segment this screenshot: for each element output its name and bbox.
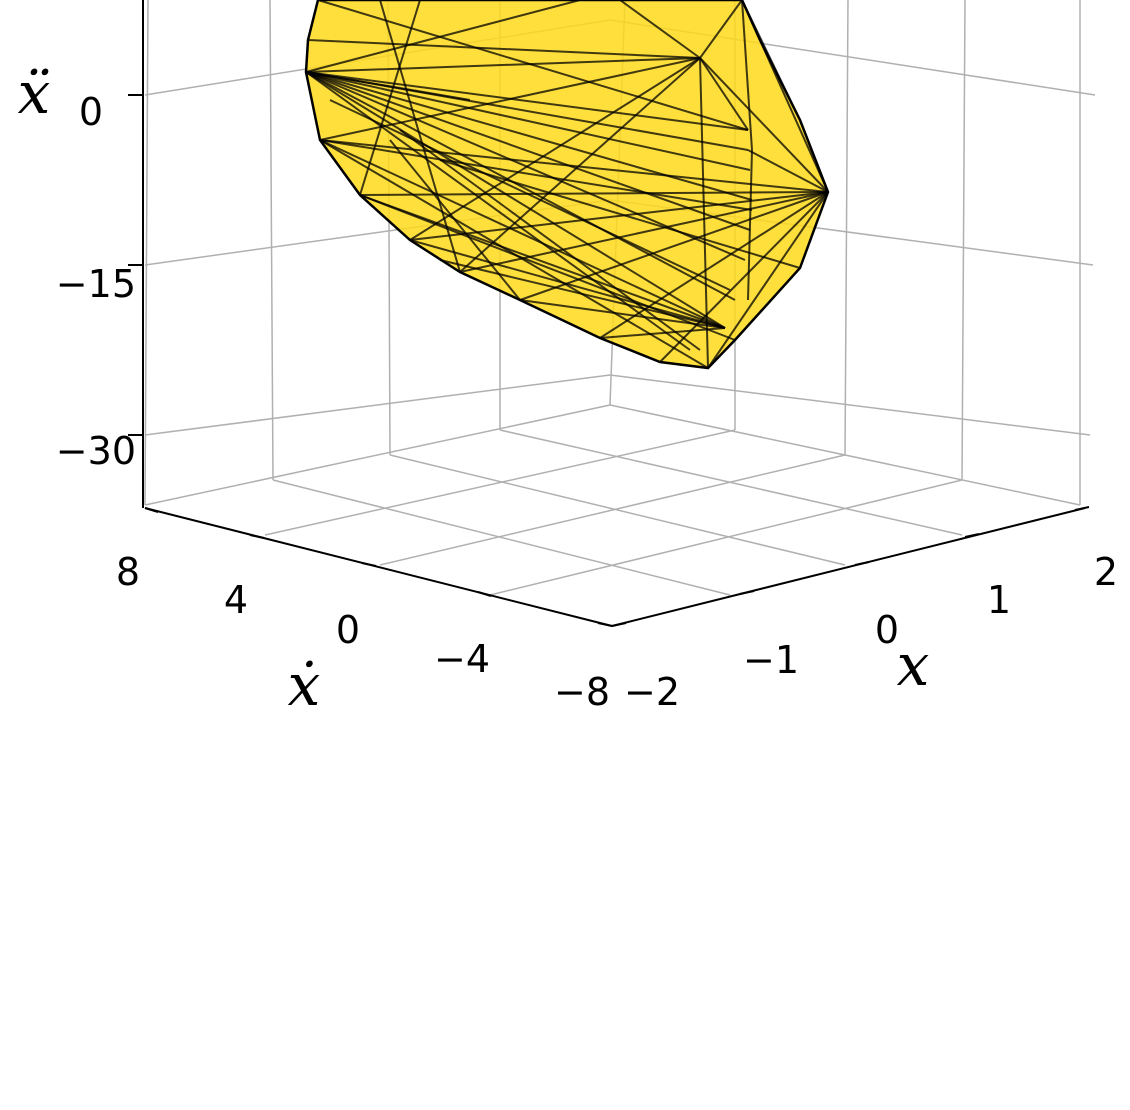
tick — [854, 561, 870, 566]
polyhedron-edge — [741, 0, 801, 121]
z-tick-label: −30 — [56, 429, 136, 473]
x-tick-label: 2 — [1094, 550, 1118, 594]
polyhedron-edge — [439, 159, 801, 269]
grid-line — [489, 479, 963, 596]
polyhedron-edge — [409, 239, 726, 329]
polyhedron-edge — [317, 0, 749, 131]
polyhedron-edge — [659, 191, 829, 363]
tick — [477, 591, 492, 597]
z-tick-label: −15 — [56, 262, 136, 306]
polyhedron-edge — [305, 71, 736, 301]
xdot-tick-label: −8 — [554, 670, 610, 714]
xdot-tick-label: 0 — [336, 608, 360, 652]
x-tick-label: 1 — [987, 578, 1011, 622]
grid-line — [272, 479, 731, 596]
tick — [739, 590, 755, 595]
polyhedron-edge — [409, 57, 701, 241]
z-axis-title: ẍ — [18, 59, 51, 127]
grid-line — [961, 0, 966, 481]
xdot-axis-line — [144, 507, 613, 627]
polyhedron-edge — [519, 191, 829, 301]
x-tick-label: 0 — [875, 608, 899, 652]
axis-lines — [128, 0, 1090, 627]
tick — [361, 562, 377, 567]
tick — [249, 534, 265, 539]
polyhedron-edge — [599, 191, 829, 339]
polyhedron-edge — [305, 71, 726, 329]
polyhedron-edge — [319, 139, 829, 193]
polyhedron-edge — [699, 57, 709, 369]
grid-line — [379, 454, 846, 566]
polyhedron-edge — [747, 149, 753, 301]
polyhedron-edge — [329, 99, 731, 291]
pane-edge — [144, 0, 149, 506]
polyhedron-edge — [699, 57, 829, 193]
xdot-tick-label: 8 — [116, 550, 140, 594]
polyhedron-edge — [305, 71, 753, 201]
grid-line — [389, 454, 846, 566]
x-axis-title: x — [897, 631, 930, 699]
polyhedron-edge — [305, 71, 751, 171]
polyhedron-edge — [599, 327, 726, 339]
polyhedron-edge — [305, 0, 581, 73]
polyhedron-edge — [747, 149, 829, 193]
x-tick-labels: −2 −1 0 1 2 — [624, 550, 1118, 714]
x-axis-line — [611, 507, 1086, 627]
xdot-tick-label: 4 — [224, 578, 248, 622]
tick — [144, 507, 159, 513]
polyhedron-edge — [305, 71, 471, 101]
grid-line — [844, 0, 849, 456]
polyhedron-edge — [319, 139, 753, 211]
grid-line — [144, 374, 611, 436]
tick — [1074, 506, 1090, 511]
polyhedron-edge — [741, 0, 753, 151]
polyhedron-edge — [319, 139, 709, 369]
polyhedron-edge — [305, 57, 701, 73]
polyhedron-edge — [699, 0, 743, 59]
polyhedron-edge — [699, 57, 749, 131]
x-tick-label: −2 — [624, 670, 680, 714]
polyhedron-edge — [379, 0, 461, 273]
xdot-tick-labels: 8 4 0 −4 −8 — [116, 550, 610, 714]
polyhedron-edge — [459, 57, 701, 273]
tick — [597, 622, 613, 627]
polyhedron-edge — [359, 194, 726, 329]
pane-edge — [144, 404, 611, 506]
tick — [964, 533, 980, 538]
polyhedron-edge — [359, 194, 736, 341]
polyhedron-edge — [741, 0, 829, 193]
z-tick-label: 0 — [79, 90, 103, 134]
xdot-tick-label: −4 — [434, 637, 490, 681]
polyhedron-edge — [409, 191, 829, 241]
grid-line — [609, 374, 1091, 436]
polyhedron-edge — [619, 0, 701, 59]
xdot-axis-title: ẋ — [288, 651, 321, 719]
polyhedron-edge — [307, 39, 701, 59]
polyhedron-edge — [305, 71, 749, 131]
polyhedron-surface — [304, 0, 830, 370]
polyhedron-edge — [707, 191, 829, 369]
grid-line — [269, 0, 274, 481]
x-tick-label: −1 — [743, 638, 799, 682]
polyhedron-edge — [305, 71, 751, 231]
grid-line — [264, 429, 736, 536]
tick — [611, 622, 627, 627]
polyhedron-edge — [359, 0, 421, 196]
z-tick-labels: 0 −15 −30 — [56, 90, 136, 473]
polyhedron-edge — [399, 129, 701, 351]
polyhedron-edge — [319, 139, 726, 329]
